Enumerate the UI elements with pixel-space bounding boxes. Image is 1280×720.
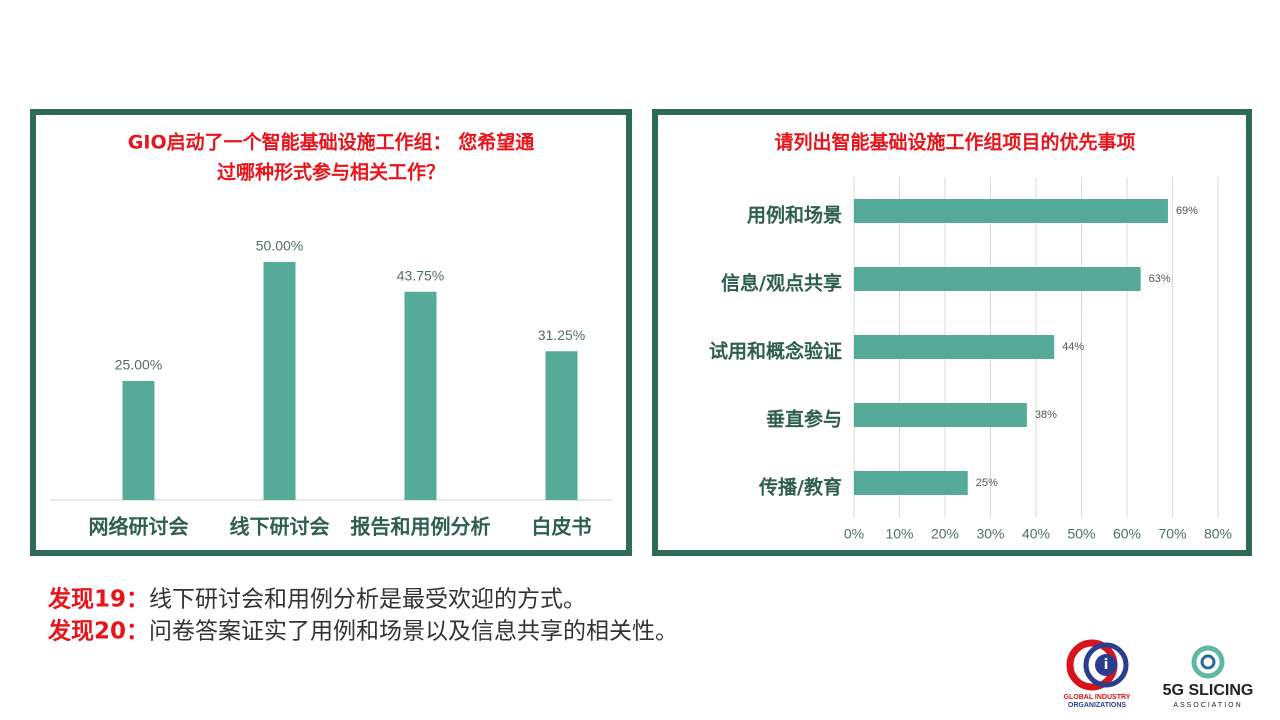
finding-text: 问卷答案证实了用例和场景以及信息共享的相关性。 — [149, 619, 678, 645]
x-tick-label: 30% — [976, 526, 1004, 542]
logos: i — [1066, 639, 1225, 691]
y-tick-label: 用例和场景 — [747, 204, 842, 227]
x-tick-label: 50% — [1067, 526, 1095, 542]
slicing-logo — [1191, 645, 1225, 679]
data-label: 25% — [976, 477, 998, 489]
chart-title: GIO启动了一个智能基础设施工作组： 您希望通 — [128, 131, 535, 154]
chart-title: 请列出智能基础设施工作组项目的优先事项 — [774, 131, 1135, 154]
x-tick-label: 40% — [1022, 526, 1050, 542]
x-tick-label: 70% — [1158, 526, 1186, 542]
x-tick-label: 80% — [1204, 526, 1232, 542]
x-tick-label: 白皮书 — [532, 515, 592, 539]
bar — [263, 262, 296, 500]
y-tick-label: 试用和概念验证 — [709, 340, 842, 363]
bar — [404, 291, 437, 500]
bar — [854, 403, 1027, 427]
x-tick-label: 60% — [1113, 526, 1141, 542]
gio-logo-text: ORGANIZATIONS — [1068, 702, 1127, 709]
x-tick-label: 10% — [885, 526, 913, 542]
bar — [854, 199, 1168, 223]
gio-logo-dot — [1095, 654, 1117, 676]
slicing-logo-text: 5G SLICING — [1163, 682, 1254, 699]
x-tick-label: 报告和用例分析 — [351, 515, 491, 539]
y-tick-label: 垂直参与 — [766, 408, 842, 431]
finding-text: 线下研讨会和用例分析是最受欢迎的方式。 — [149, 587, 586, 613]
y-tick-label: 信息/观点共享 — [721, 272, 842, 295]
data-label: 50.00% — [256, 238, 303, 254]
bar — [854, 267, 1141, 291]
bar — [854, 335, 1055, 359]
bar — [122, 381, 155, 500]
gio-logo-i: i — [1104, 657, 1109, 673]
y-tick-label: 传播/教育 — [758, 476, 842, 499]
finding-label: 发现19： — [47, 586, 149, 613]
data-label: 43.75% — [397, 267, 444, 283]
x-tick-label: 0% — [844, 526, 864, 542]
data-label: 44% — [1062, 341, 1084, 353]
x-tick-label: 线下研讨会 — [230, 515, 330, 539]
data-label: 63% — [1149, 273, 1171, 285]
data-label: 25.00% — [115, 357, 162, 373]
slicing-logo — [1200, 654, 1216, 670]
data-label: 31.25% — [538, 327, 585, 343]
slicing-logo-subtext: ASSOCIATION — [1173, 702, 1242, 709]
data-label: 69% — [1176, 205, 1198, 217]
x-tick-label: 20% — [931, 526, 959, 542]
data-label: 38% — [1035, 409, 1057, 421]
bar — [545, 351, 578, 500]
finding-label: 发现20： — [47, 618, 149, 645]
bar — [854, 471, 968, 495]
gio-logo-ring — [1083, 642, 1129, 688]
chart-title: 过哪种形式参与相关工作？ — [217, 161, 445, 184]
gio-logo-text: GLOBAL INDUSTRY — [1064, 694, 1131, 701]
x-tick-label: 网络研讨会 — [89, 515, 189, 539]
